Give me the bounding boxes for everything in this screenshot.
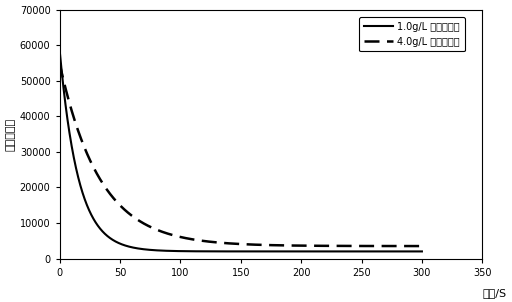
1.0g/L 氯化钠溶液 xyxy=(419,250,425,253)
1.0g/L 氯化钠溶液 xyxy=(232,249,239,253)
1.0g/L 氯化钠溶液 xyxy=(223,249,229,253)
4.0g/L 氯化钠溶液 xyxy=(223,241,229,245)
1.0g/L 氯化钠溶液 xyxy=(75,175,81,178)
1.0g/L 氯化钠溶液 xyxy=(409,250,415,253)
Line: 4.0g/L 氯化钠溶液: 4.0g/L 氯化钠溶液 xyxy=(59,63,422,246)
4.0g/L 氯化钠溶液 xyxy=(232,242,239,246)
Y-axis label: 散射光强度: 散射光强度 xyxy=(6,117,15,151)
1.0g/L 氯化钠溶液 xyxy=(342,250,348,253)
4.0g/L 氯化钠溶液 xyxy=(409,244,415,248)
4.0g/L 氯化钠溶液 xyxy=(75,129,81,132)
4.0g/L 氯化钠溶液 xyxy=(419,244,425,248)
Line: 1.0g/L 氯化钠溶液: 1.0g/L 氯化钠溶液 xyxy=(59,49,422,252)
4.0g/L 氯化钠溶液 xyxy=(408,244,414,248)
Legend: 1.0g/L 氯化钠溶液, 4.0g/L 氯化钠溶液: 1.0g/L 氯化钠溶液, 4.0g/L 氯化钠溶液 xyxy=(359,17,465,51)
4.0g/L 氯化钠溶液 xyxy=(342,244,348,248)
1.0g/L 氯化钠溶液 xyxy=(408,250,414,253)
Text: 时间/S: 时间/S xyxy=(482,288,506,298)
4.0g/L 氯化钠溶液 xyxy=(56,61,62,65)
1.0g/L 氯化钠溶液 xyxy=(56,47,62,50)
